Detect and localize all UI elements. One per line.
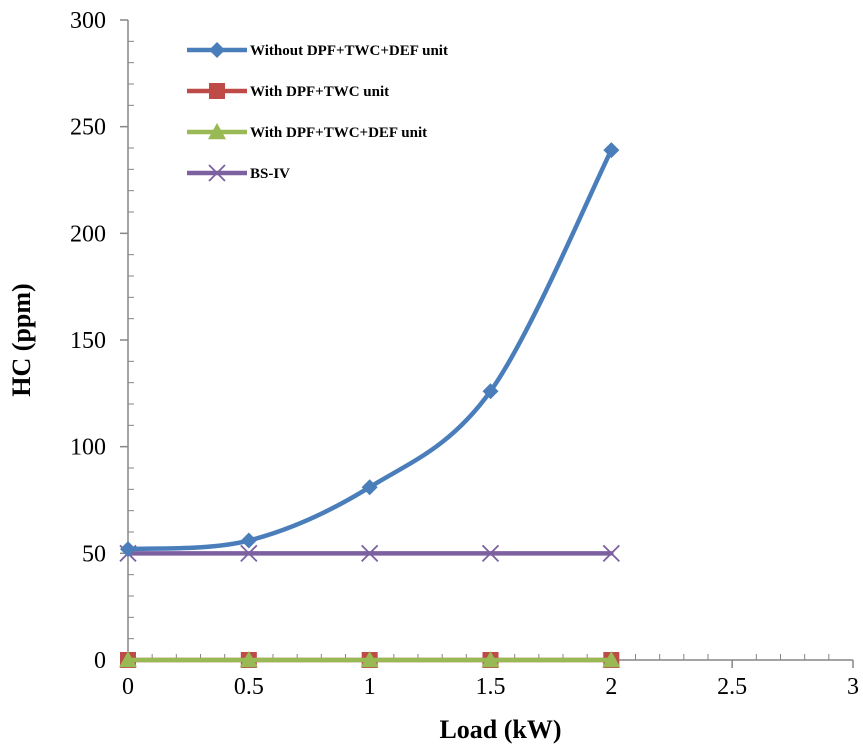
y-tick-label: 200 — [70, 221, 106, 247]
data-point — [120, 541, 136, 558]
x-tick-label: 1 — [364, 674, 376, 700]
data-point — [360, 651, 379, 668]
legend-label: With DPF+TWC+DEF unit — [250, 125, 427, 141]
series-0 — [120, 142, 620, 558]
axes: 0 50 100 150 200 250 300 0 0.5 1 1.5 2 2.5 3 — [70, 8, 859, 700]
y-axis-title: HC (ppm) — [7, 283, 36, 396]
y-tick-label: 0 — [94, 648, 106, 674]
legend-label: With DPF+TWC unit — [250, 84, 389, 100]
data-point — [240, 544, 258, 562]
legend-swatch-marker — [209, 83, 225, 99]
x-tick-label: 0 — [122, 674, 134, 700]
y-tick-label: 50 — [82, 541, 106, 567]
y-tick-label: 100 — [70, 435, 106, 461]
legend-item: Without DPF+TWC+DEF unit — [187, 42, 448, 59]
y-tick-label: 300 — [70, 8, 106, 34]
legend: Without DPF+TWC+DEF unit With DPF+TWC uni… — [187, 42, 448, 182]
data-point — [361, 479, 378, 496]
legend-label: BS-IV — [250, 166, 290, 182]
legend-swatch-marker — [209, 42, 225, 58]
legend-item: BS-IV — [187, 164, 290, 182]
x-tick-label: 2.5 — [717, 674, 747, 700]
data-point — [240, 532, 257, 549]
x-tick-label: 1.5 — [476, 674, 506, 700]
legend-item: With DPF+TWC+DEF unit — [187, 123, 427, 141]
data-point — [239, 651, 258, 668]
x-axis-title: Load (kW) — [439, 715, 561, 744]
data-point — [361, 544, 379, 562]
series-2 — [119, 651, 621, 668]
y-tick-label: 250 — [70, 115, 106, 141]
y-tick-label: 150 — [70, 328, 106, 354]
series-layer — [119, 142, 621, 668]
data-point — [481, 544, 500, 562]
data-point — [481, 651, 500, 668]
legend-swatch-marker — [208, 123, 226, 140]
legend-item: With DPF+TWC unit — [187, 83, 389, 100]
series-3 — [119, 544, 620, 562]
data-point — [602, 544, 620, 562]
x-tick-label: 3 — [847, 674, 859, 700]
data-point — [603, 142, 620, 159]
x-tick-label: 2 — [605, 674, 617, 700]
legend-label: Without DPF+TWC+DEF unit — [250, 43, 448, 59]
data-point — [602, 651, 621, 668]
data-point — [482, 383, 499, 400]
legend-swatch-marker — [208, 164, 226, 182]
x-tick-label: 0.5 — [234, 674, 264, 700]
series-line — [125, 147, 614, 552]
data-point — [119, 651, 137, 668]
